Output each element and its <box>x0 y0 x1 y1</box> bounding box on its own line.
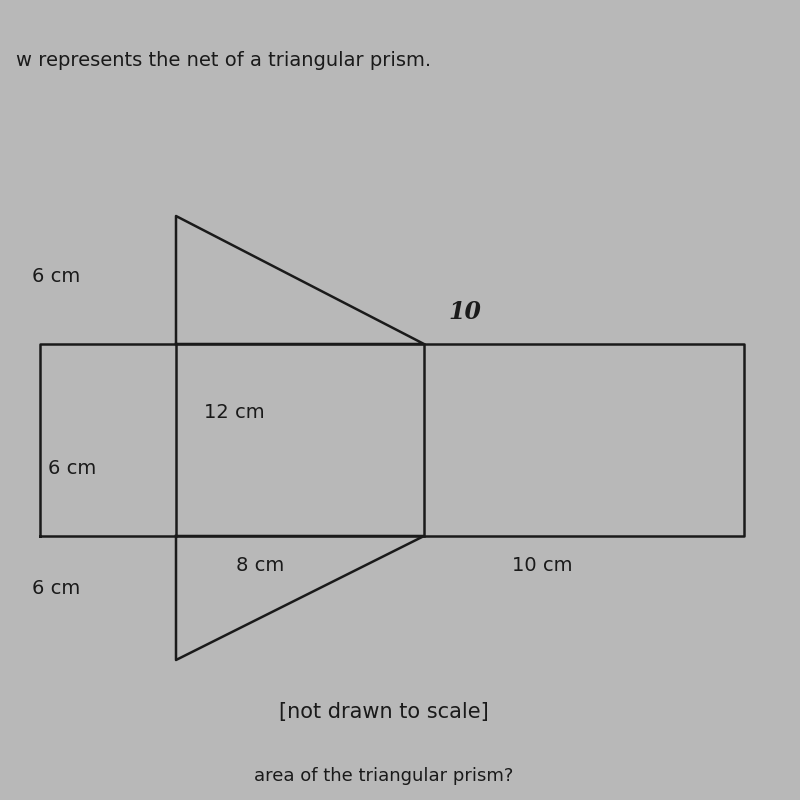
Text: 10 cm: 10 cm <box>512 556 573 575</box>
Text: 6 cm: 6 cm <box>32 266 80 286</box>
Text: 12 cm: 12 cm <box>204 402 265 422</box>
Text: area of the triangular prism?: area of the triangular prism? <box>254 767 514 785</box>
Text: [not drawn to scale]: [not drawn to scale] <box>279 702 489 722</box>
Text: 8 cm: 8 cm <box>236 556 284 575</box>
Text: 10: 10 <box>448 300 481 324</box>
Text: 6 cm: 6 cm <box>48 458 96 478</box>
Text: w represents the net of a triangular prism.: w represents the net of a triangular pri… <box>16 50 431 70</box>
Text: 6 cm: 6 cm <box>32 578 80 598</box>
